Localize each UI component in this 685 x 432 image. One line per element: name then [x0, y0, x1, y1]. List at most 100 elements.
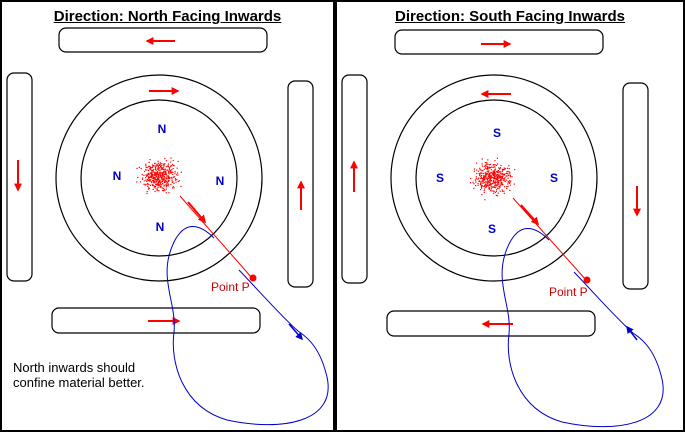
particle-dot [148, 169, 150, 172]
particle-dot [148, 161, 150, 163]
particle-dot [159, 181, 161, 183]
particle-dot [161, 163, 163, 165]
particle-dot [162, 172, 164, 174]
particle-dot [500, 173, 502, 175]
particle-dot [486, 165, 488, 168]
pole-label-top: S [493, 126, 501, 140]
particle-dot [483, 192, 485, 194]
particle-dot [484, 199, 486, 201]
particle-dot [156, 178, 159, 180]
particle-dot [513, 183, 515, 185]
particle-dot [477, 184, 479, 186]
particle-dot [154, 187, 156, 189]
particle-dot [492, 170, 494, 172]
particle-dot [492, 166, 494, 168]
particle-dot [481, 180, 483, 182]
particle-dot [476, 162, 478, 164]
particle-dot [487, 180, 489, 182]
particle-dot [507, 170, 509, 172]
particle-dot [146, 175, 148, 177]
left-diagram: N N N N Point P [6, 27, 329, 426]
particle-dot [143, 174, 145, 176]
particle-dot [154, 162, 156, 165]
particle-dot [146, 173, 148, 175]
particle-dot [498, 177, 500, 179]
particle-dot [485, 164, 487, 166]
particle-dot [164, 173, 166, 175]
particle-dot [509, 176, 512, 178]
particle-dot [174, 172, 176, 174]
particle-dot [480, 172, 482, 174]
particle-dot [501, 176, 503, 178]
particle-dot [161, 180, 163, 183]
particle-dot [484, 175, 486, 177]
particle-dot [494, 182, 496, 184]
particle-dot [498, 174, 500, 176]
particle-dot [163, 169, 165, 171]
particle-dot [505, 175, 507, 177]
particle-dot [170, 157, 172, 159]
particle-dot [147, 173, 149, 175]
particle-dot [485, 183, 487, 185]
particle-dot [148, 188, 150, 190]
particle-dot [172, 186, 174, 188]
particle-dot [498, 175, 500, 177]
particle-dot [494, 180, 496, 182]
inner-ring [80, 99, 238, 257]
particle-dot [175, 174, 178, 176]
particle-dot [504, 167, 506, 170]
particle-dot [480, 177, 482, 179]
particle-dot [487, 185, 490, 187]
particle-dot [155, 175, 157, 178]
particle-dot [157, 179, 159, 181]
particle-dot [496, 184, 499, 186]
particle-dot [172, 187, 174, 189]
particle-dot [488, 174, 490, 176]
particle-dot [165, 184, 167, 186]
particle-dot [479, 169, 481, 171]
particle-dot [156, 180, 158, 182]
particle-dot [490, 189, 492, 191]
particle-dot [165, 177, 167, 179]
particle-dot [490, 177, 492, 179]
particle-dot [507, 175, 509, 177]
particle-dot [162, 189, 164, 192]
particle-dot [480, 189, 482, 191]
particle-dot [172, 173, 174, 176]
particle-dot [166, 178, 168, 180]
particle-dot [488, 184, 490, 186]
particle-dot [496, 175, 498, 177]
particle-dot [161, 187, 163, 189]
particle-dot [143, 180, 145, 182]
particle-dot [162, 180, 164, 182]
particle-dot [161, 167, 163, 169]
particle-dot [485, 186, 487, 189]
particle-dot [136, 181, 138, 183]
particle-dot [506, 167, 509, 169]
pole-label-top: N [158, 122, 167, 136]
particle-dot [160, 183, 162, 185]
particle-dot [504, 168, 506, 171]
particle-dot [498, 180, 500, 182]
particle-dot [496, 164, 498, 166]
particle-dot [482, 177, 485, 179]
particle-dot [479, 180, 481, 183]
left-panel-title: Direction: North Facing Inwards [53, 8, 282, 25]
particle-dot [157, 181, 160, 183]
particle-dot [494, 178, 496, 180]
particle-dot [163, 173, 166, 175]
particle-dot [497, 187, 499, 189]
particle-dot [151, 173, 153, 175]
particle-dot [490, 175, 492, 177]
particle-dot [153, 178, 155, 180]
particle-dot [152, 188, 154, 190]
particle-dot [167, 181, 169, 183]
particle-dot [177, 174, 179, 176]
point-p-marker [249, 274, 257, 282]
particle-dot [163, 177, 165, 179]
particle-dot [500, 179, 502, 181]
particle-dot [483, 174, 485, 177]
particle-dot [494, 191, 496, 194]
particle-dot [495, 173, 497, 175]
particle-dot [140, 168, 142, 170]
